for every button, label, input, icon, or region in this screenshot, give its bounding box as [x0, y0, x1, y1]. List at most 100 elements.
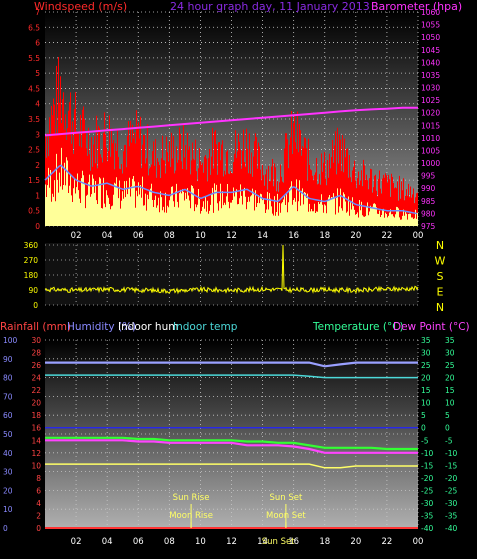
- time-tick-label: 14: [257, 537, 268, 547]
- direction-tick-label: 270: [24, 256, 39, 265]
- temperature-tick-label: -10: [421, 449, 433, 458]
- wind-tick-label: 0: [35, 222, 40, 231]
- compass-label: N: [436, 301, 444, 314]
- humidity-tick-label: 10: [3, 505, 13, 514]
- wind-tick-label: 3: [35, 130, 40, 139]
- wind-tick-label: 6: [35, 39, 40, 48]
- barometer-series: [44, 106, 418, 137]
- temperature-tick-label: -35: [421, 511, 433, 520]
- event-label: Moon Rise: [169, 511, 213, 521]
- barometer-tick-label: 985: [421, 197, 436, 206]
- humidity-tick-label: 90: [3, 355, 13, 364]
- rainfall-tick-label: 8: [36, 474, 41, 483]
- wind-average-series: [45, 147, 418, 226]
- wind-tick-label: 3.5: [28, 115, 40, 124]
- dew-point-tick-label: 15: [445, 386, 455, 395]
- temperature-tick-label: 25: [421, 361, 431, 370]
- wind-direction-series: [44, 244, 419, 295]
- wind-tick-label: 1: [35, 191, 40, 200]
- time-tick-label: 00: [413, 231, 424, 241]
- temperature-tick-label: -25: [421, 486, 433, 495]
- temperature-tick-label: 0: [421, 424, 426, 433]
- humidity-tick-label: 70: [3, 392, 13, 401]
- barometer-tick-label: 1035: [421, 71, 440, 80]
- wind-avg-line: [44, 164, 418, 215]
- wind-tick-label: 2.5: [28, 146, 40, 155]
- dew-point-tick-label: 0: [445, 424, 450, 433]
- humidity-tick-label: 20: [3, 486, 13, 495]
- humidity-axis-title: Humidity (%): [67, 321, 136, 333]
- humidity-tick-label: 100: [3, 336, 18, 345]
- barometer-axis-title: Barometer (hpa): [371, 0, 462, 13]
- dew-point-tick-label: -30: [445, 499, 457, 508]
- barometer-tick-label: 1055: [421, 21, 440, 30]
- chart-title: 24 hour graph day, 11 January 2013: [170, 0, 370, 13]
- rainfall-axis-title: Rainfall (mm): [0, 321, 71, 333]
- dew-point-tick-label: 5: [445, 411, 450, 420]
- barometer-tick-label: 1030: [421, 84, 440, 93]
- barometer-tick-label: 1015: [421, 121, 440, 130]
- wind-tick-label: 0.5: [28, 207, 40, 216]
- time-tick-label: 10: [195, 231, 206, 241]
- temperature-tick-label: 20: [421, 374, 431, 383]
- dew-point-tick-label: -25: [445, 486, 457, 495]
- humidity-series: [45, 361, 418, 368]
- temperature-tick-label: -5: [421, 436, 429, 445]
- direction-tick-label: 360: [24, 241, 39, 250]
- rainfall-tick-label: 12: [31, 449, 41, 458]
- time-tick-label: 02: [71, 537, 82, 547]
- compass-label: W: [435, 255, 446, 268]
- temperature-tick-label: -15: [421, 461, 433, 470]
- compass-label: N: [436, 239, 444, 252]
- time-tick-label: 12: [226, 537, 237, 547]
- compass-label: E: [437, 286, 444, 299]
- time-tick-label: 20: [350, 537, 361, 547]
- barometer-tick-label: 1060: [421, 8, 440, 17]
- rainfall-tick-label: 22: [31, 386, 41, 395]
- event-label: Sun Set: [269, 493, 302, 503]
- wind-tick-label: 1.5: [28, 176, 40, 185]
- dew-point-tick-label: 25: [445, 361, 455, 370]
- temperature-tick-label: 15: [421, 386, 431, 395]
- dew-point-series: [45, 439, 418, 454]
- rainfall-tick-label: 10: [31, 461, 41, 470]
- dew-point-tick-label: 10: [445, 399, 455, 408]
- indoor-hum-title: Indoor hum: [118, 321, 178, 333]
- rainfall-tick-label: 16: [31, 424, 41, 433]
- rainfall-tick-label: 4: [36, 499, 41, 508]
- wind-tick-label: 4.5: [28, 84, 40, 93]
- direction-tick-label: 0: [33, 301, 38, 310]
- wind-axis-title: Windspeed (m/s): [34, 0, 127, 13]
- rainfall-tick-label: 24: [31, 374, 41, 383]
- temperature-tick-label: -40: [421, 524, 433, 533]
- rainfall-tick-label: 18: [31, 411, 41, 420]
- temperature-axis-title: Temperature (°C): [312, 321, 404, 333]
- time-tick-label: 06: [133, 231, 144, 241]
- time-tick-label: 16: [288, 231, 299, 241]
- dew-point-tick-label: 30: [445, 349, 455, 358]
- humidity-tick-label: 50: [3, 430, 13, 439]
- barometer-tick-label: 995: [421, 172, 436, 181]
- barometer-tick-label: 990: [421, 184, 436, 193]
- temperature-tick-label: 5: [421, 411, 426, 420]
- rainfall-tick-label: 0: [36, 524, 41, 533]
- time-tick-label: 16: [288, 537, 299, 547]
- rainfall-tick-label: 6: [36, 486, 41, 495]
- compass-label: S: [437, 270, 444, 283]
- barometer-tick-label: 1020: [421, 109, 440, 118]
- dew-point-tick-label: -5: [445, 436, 453, 445]
- time-tick-label: 10: [195, 537, 206, 547]
- barometer-tick-label: 975: [421, 222, 436, 231]
- event-label: Sun Rise: [173, 493, 210, 503]
- barometer-tick-label: 1010: [421, 134, 440, 143]
- humidity-tick-label: 80: [3, 374, 13, 383]
- dew-point-tick-label: -10: [445, 449, 457, 458]
- time-tick-label: 20: [350, 231, 361, 241]
- wind-tick-label: 6.5: [28, 23, 40, 32]
- barometer-tick-label: 1005: [421, 146, 440, 155]
- time-tick-label: 18: [319, 231, 330, 241]
- event-label: Moon Set: [266, 511, 306, 521]
- rainfall-tick-label: 26: [31, 361, 41, 370]
